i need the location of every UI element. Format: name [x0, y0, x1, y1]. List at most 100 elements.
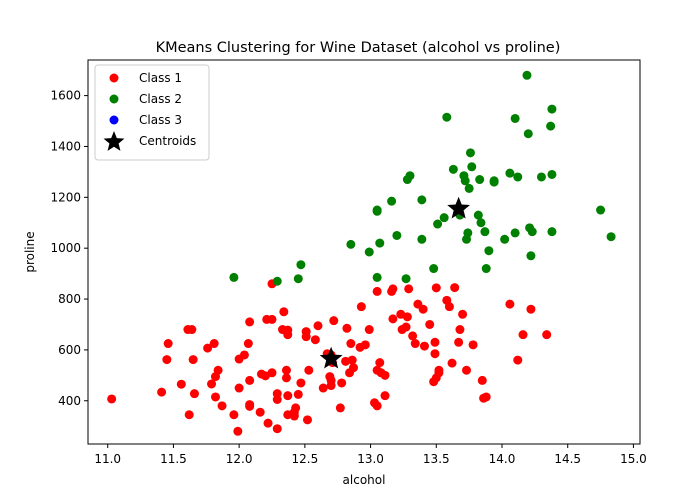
point-class-2 — [481, 264, 491, 274]
point-class-2 — [463, 228, 473, 238]
point-class-2 — [523, 129, 533, 139]
y-axis-label: proline — [23, 231, 37, 272]
point-class-2 — [489, 176, 499, 186]
point-class-1 — [431, 283, 441, 293]
point-class-1 — [310, 335, 320, 345]
point-class-1 — [302, 415, 312, 425]
point-class-2 — [500, 234, 510, 244]
point-class-2 — [364, 247, 374, 257]
point-class-1 — [283, 391, 293, 401]
legend-label: Class 1 — [139, 71, 182, 85]
point-class-1 — [263, 418, 273, 428]
point-class-1 — [245, 375, 255, 385]
point-class-1 — [283, 325, 293, 335]
point-class-2 — [405, 171, 415, 181]
point-class-1 — [245, 400, 255, 410]
x-tick-label: 15.0 — [620, 452, 647, 466]
legend-marker — [109, 94, 119, 104]
point-class-1 — [402, 312, 412, 322]
point-class-1 — [444, 302, 454, 312]
legend: Class 1 Class 2 Class 3 Centroids — [94, 64, 210, 161]
point-class-1 — [187, 325, 197, 335]
point-class-1 — [346, 339, 356, 349]
point-class-1 — [233, 426, 243, 436]
point-class-2 — [272, 276, 282, 286]
point-class-2 — [392, 230, 402, 240]
point-class-1 — [229, 410, 239, 420]
point-class-1 — [347, 355, 357, 365]
point-class-1 — [296, 378, 306, 388]
point-class-1 — [425, 319, 435, 329]
centroid-markers — [319, 196, 471, 369]
point-class-1 — [388, 284, 398, 294]
point-class-1 — [447, 358, 457, 368]
point-class-1 — [210, 392, 220, 402]
point-class-1 — [434, 365, 444, 375]
y-tick-label: 400 — [58, 394, 81, 408]
point-class-1 — [293, 389, 303, 399]
point-class-1 — [255, 407, 265, 417]
point-class-1 — [477, 375, 487, 385]
point-class-1 — [157, 387, 167, 397]
point-class-1 — [518, 330, 528, 340]
point-class-2 — [505, 168, 515, 178]
legend-label: Class 2 — [139, 92, 182, 106]
x-tick-label: 13.0 — [357, 452, 384, 466]
point-class-2 — [293, 274, 303, 284]
point-class-1 — [279, 307, 289, 317]
point-class-2 — [536, 172, 546, 182]
point-class-2 — [473, 210, 483, 220]
point-class-1 — [364, 325, 374, 335]
y-tick-label: 1000 — [50, 241, 81, 255]
point-class-1 — [188, 355, 198, 365]
point-class-1 — [162, 355, 172, 365]
x-tick-label: 13.5 — [423, 452, 450, 466]
point-class-2 — [526, 251, 536, 261]
point-class-2 — [513, 172, 523, 182]
x-axis-label: alcohol — [343, 473, 386, 487]
point-class-1 — [326, 375, 336, 385]
point-class-1 — [542, 330, 552, 340]
point-class-2 — [465, 148, 475, 158]
point-class-1 — [329, 316, 339, 326]
point-class-2 — [522, 70, 532, 80]
point-class-1 — [342, 323, 352, 333]
point-class-2 — [442, 112, 452, 122]
point-class-1 — [450, 283, 460, 293]
y-tick-label: 1200 — [50, 190, 81, 204]
legend-box — [94, 64, 210, 161]
point-class-1 — [335, 403, 345, 413]
point-class-2 — [460, 176, 470, 186]
point-class-1 — [207, 379, 217, 389]
point-class-1 — [245, 317, 255, 327]
point-class-1 — [380, 391, 390, 401]
point-class-1 — [418, 304, 428, 314]
point-class-2 — [439, 213, 449, 223]
point-class-1 — [404, 284, 414, 294]
point-class-1 — [458, 309, 468, 319]
point-class-1 — [410, 339, 420, 349]
point-class-1 — [337, 378, 347, 388]
point-class-2 — [372, 272, 382, 282]
point-class-1 — [281, 373, 291, 383]
plot-area — [87, 59, 641, 445]
point-class-1 — [272, 389, 282, 399]
point-class-1 — [505, 299, 515, 309]
y-tick-label: 600 — [58, 343, 81, 357]
point-class-1 — [301, 327, 311, 337]
point-class-2 — [296, 260, 306, 270]
x-axis: 11.0 11.5 12.0 12.5 13.0 13.5 14.0 14.5 15.0 — [94, 444, 647, 466]
point-class-2 — [546, 121, 556, 131]
data-points — [107, 70, 616, 436]
point-class-2 — [510, 113, 520, 123]
point-class-1 — [372, 286, 382, 296]
point-class-2 — [375, 238, 385, 248]
point-class-2 — [547, 169, 557, 179]
point-class-2 — [547, 104, 557, 114]
x-tick-label: 12.0 — [226, 452, 253, 466]
centroid-star — [319, 346, 343, 369]
point-class-1 — [176, 379, 186, 389]
x-tick-label: 11.5 — [160, 452, 187, 466]
point-class-1 — [203, 343, 213, 353]
point-class-2 — [510, 228, 520, 238]
